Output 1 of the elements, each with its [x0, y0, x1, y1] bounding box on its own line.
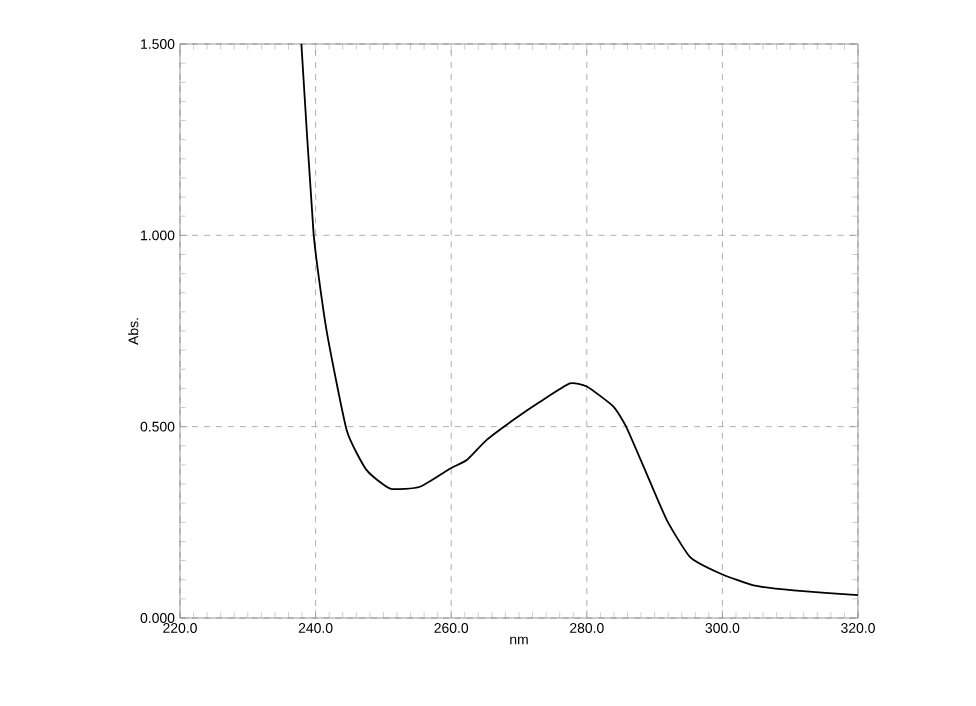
line-series — [300, 43, 859, 596]
